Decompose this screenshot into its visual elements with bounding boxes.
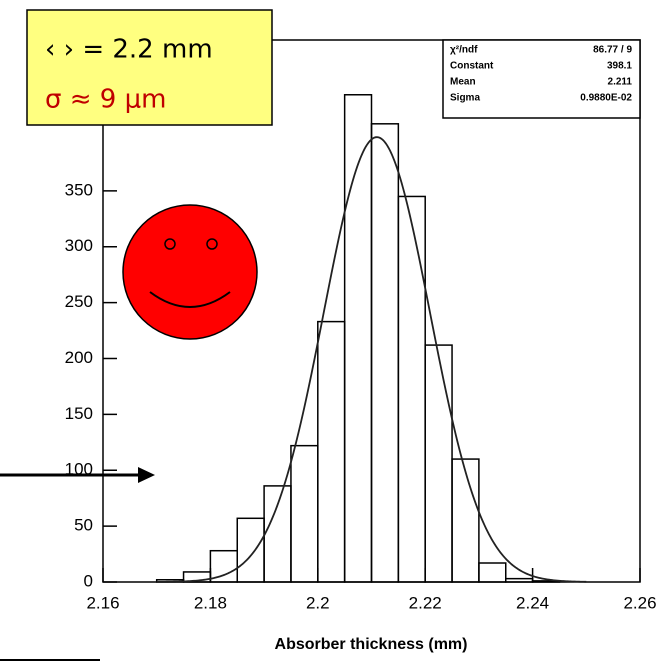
stat-name: Constant xyxy=(450,61,494,72)
annotation-box: ‹ › = 2.2 mm σ ≈ 9 μm xyxy=(26,9,273,126)
stat-value: 398.1 xyxy=(607,61,632,72)
bar xyxy=(451,458,480,583)
arrow xyxy=(0,467,155,483)
y-tick-label: 250 xyxy=(65,292,93,311)
stat-name: Sigma xyxy=(450,93,480,104)
face xyxy=(122,204,258,340)
arrow-head xyxy=(138,467,155,483)
stat-value: 2.211 xyxy=(608,77,633,88)
y-tick-label: 350 xyxy=(65,180,93,199)
x-tick-label: 2.2 xyxy=(306,593,330,612)
stat-value: 0.9880E-02 xyxy=(580,93,632,104)
bar xyxy=(290,444,319,583)
stats-frame xyxy=(442,39,641,119)
x-tick-label: 2.24 xyxy=(516,593,549,612)
annotation: ‹ › = 2.2 mm xyxy=(45,35,213,65)
bar xyxy=(370,123,400,583)
bar xyxy=(505,577,534,583)
annotation: σ ≈ 9 μm xyxy=(45,85,166,115)
bar xyxy=(236,517,265,583)
y-tick-label: 0 xyxy=(84,571,93,590)
x-tick-label: 2.18 xyxy=(194,593,227,612)
bar xyxy=(424,344,453,583)
x-axis-label: Absorber thickness (mm) xyxy=(275,636,468,653)
bar xyxy=(317,320,346,583)
eye xyxy=(206,238,218,250)
stat-value: 86.77 / 9 xyxy=(593,45,632,56)
stat-name: χ²/ndf xyxy=(450,45,478,56)
stats-box: χ²/ndf 86.77 / 9 Constant 398.1 Mean 2.2… xyxy=(442,39,641,119)
y-tick-label: 150 xyxy=(65,404,93,423)
x-tick-label: 2.16 xyxy=(86,593,119,612)
bar xyxy=(478,562,507,583)
x-tick-label: 2.26 xyxy=(623,593,656,612)
bar xyxy=(263,485,292,583)
x-tick-label: 2.22 xyxy=(409,593,442,612)
y-tick-label: 200 xyxy=(65,348,93,367)
fit-curve xyxy=(156,136,587,583)
y-tick-label: 300 xyxy=(65,236,93,255)
note-frame xyxy=(26,9,273,126)
smiley xyxy=(122,204,258,340)
bar xyxy=(397,195,426,583)
bar xyxy=(343,94,373,583)
stat-name: Mean xyxy=(450,77,476,88)
smile xyxy=(149,291,231,308)
y-tick-label: 50 xyxy=(74,516,93,535)
eye xyxy=(164,238,176,250)
